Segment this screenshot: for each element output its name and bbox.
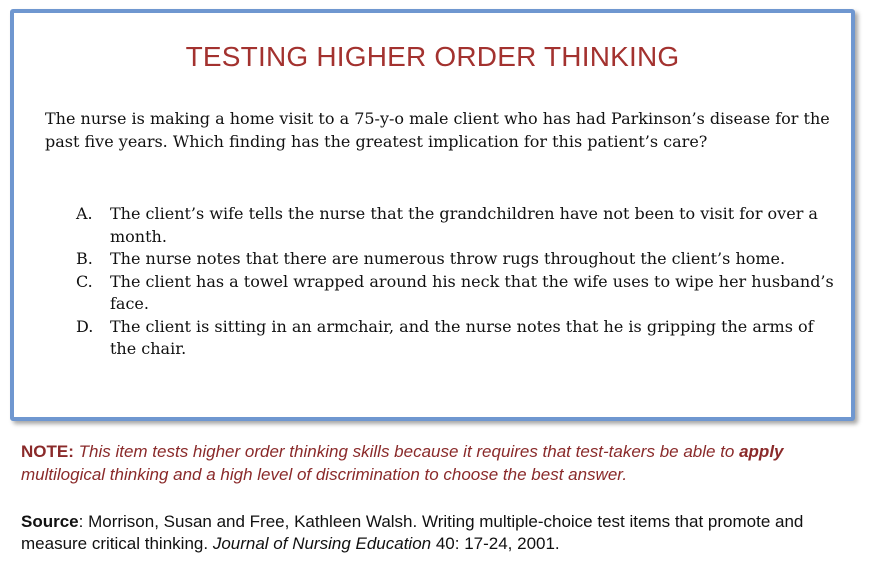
source-text-after: 40: 17-24, 2001. xyxy=(431,534,560,553)
source-citation: Source: Morrison, Susan and Free, Kathle… xyxy=(21,511,861,555)
option-text: The nurse notes that there are numerous … xyxy=(110,249,786,268)
answer-options: A. The client’s wife tells the nurse tha… xyxy=(76,203,836,361)
question-card: TESTING HIGHER ORDER THINKING The nurse … xyxy=(10,9,855,421)
note-paragraph: NOTE: This item tests higher order think… xyxy=(21,440,861,486)
slide-title: TESTING HIGHER ORDER THINKING xyxy=(185,41,680,72)
option-a: A. The client’s wife tells the nurse tha… xyxy=(76,203,836,248)
option-text: The client has a towel wrapped around hi… xyxy=(110,271,834,314)
option-c: C. The client has a towel wrapped around… xyxy=(76,271,836,316)
option-text: The client is sitting in an armchair, an… xyxy=(110,316,814,359)
option-letter: A. xyxy=(76,204,93,223)
note-text-before: This item tests higher order thinking sk… xyxy=(73,442,740,461)
source-journal: Journal of Nursing Education xyxy=(212,534,432,553)
option-d: D. The client is sitting in an armchair,… xyxy=(76,316,836,361)
note-label: NOTE: xyxy=(21,442,74,461)
option-letter: D. xyxy=(76,316,94,336)
option-letter: C. xyxy=(76,271,93,291)
note-text-after: multilogical thinking and a high level o… xyxy=(21,465,628,484)
option-letter: B. xyxy=(76,249,93,268)
option-text: The client’s wife tells the nurse that t… xyxy=(110,204,818,246)
note-emphasis: apply xyxy=(739,442,784,461)
option-b: B. The nurse notes that there are numero… xyxy=(76,248,836,271)
source-label: Source xyxy=(21,512,79,531)
question-stem: The nurse is making a home visit to a 75… xyxy=(45,109,830,151)
source-text-before: : Morrison, Susan and Free, Kathleen Wal… xyxy=(21,512,804,553)
